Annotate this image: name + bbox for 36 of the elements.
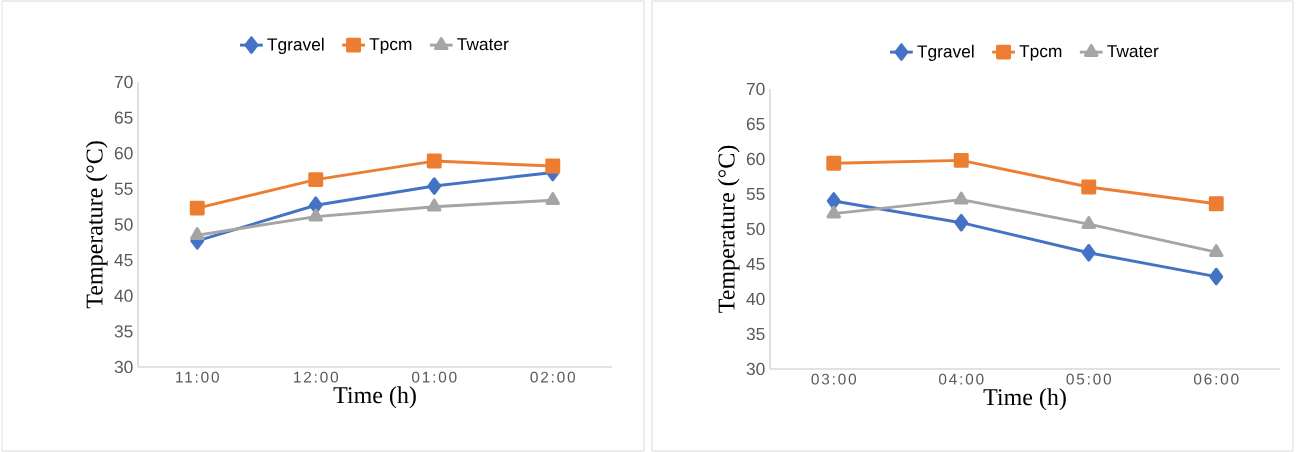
y-tick-label: 30 (114, 360, 133, 374)
y-tick-label: 40 (746, 292, 765, 306)
legend-label: Tgravel (267, 37, 324, 54)
x-tick-label: 04:00 (938, 373, 984, 385)
x-axis-title: Time (h) (983, 388, 1066, 411)
x-tick-label: 05:00 (1066, 373, 1111, 385)
legend-label: Tpcm (369, 38, 412, 54)
y-axis-title: Temperature (°C) (85, 141, 108, 309)
y-axis-title: Temperature (°C) (717, 145, 740, 313)
x-tick-label: 11:00 (176, 371, 219, 383)
y-tick-label: 60 (746, 152, 765, 166)
y-tick-label: 35 (746, 327, 765, 341)
y-tick-label: 45 (114, 254, 133, 267)
y-tick-label: 30 (746, 362, 765, 376)
y-tick-label: 50 (746, 222, 765, 236)
legend-label: Twater (457, 38, 509, 51)
y-tick-label: 60 (114, 147, 133, 160)
y-tick-label: 55 (114, 182, 133, 195)
x-tick-label: 06:00 (1193, 373, 1239, 385)
legend-label: Twater (1107, 45, 1159, 58)
y-tick-label: 35 (114, 325, 133, 338)
x-tick-label: 03:00 (811, 373, 857, 385)
y-tick-label: 70 (746, 82, 765, 96)
x-tick-label: 12:00 (294, 371, 339, 383)
y-tick-label: 45 (746, 257, 765, 271)
x-axis-title: Time (h) (333, 386, 416, 409)
x-tick-label: 02:00 (530, 371, 576, 383)
legend-label: Tpcm (1019, 45, 1062, 61)
y-tick-label: 55 (746, 187, 765, 201)
y-tick-label: 65 (746, 117, 765, 131)
y-tick-label: 70 (114, 75, 133, 89)
x-tick-label: 01:00 (412, 371, 457, 383)
y-tick-label: 40 (114, 289, 133, 302)
y-tick-label: 65 (114, 111, 133, 124)
y-tick-label: 50 (114, 218, 133, 231)
legend-label: Tgravel (917, 44, 974, 61)
